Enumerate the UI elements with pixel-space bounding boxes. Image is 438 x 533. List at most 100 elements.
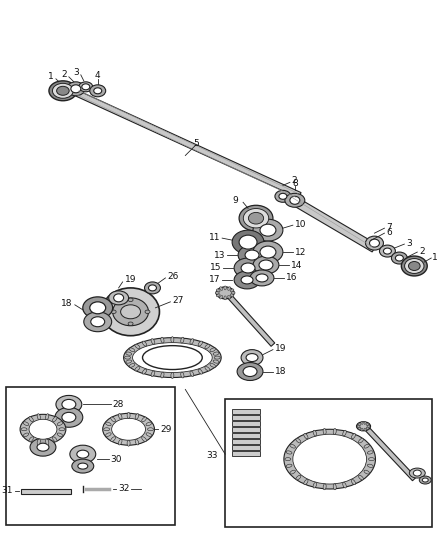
Ellipse shape <box>379 245 396 257</box>
Ellipse shape <box>53 83 73 98</box>
Ellipse shape <box>23 422 29 425</box>
Ellipse shape <box>151 371 155 376</box>
Ellipse shape <box>142 437 146 441</box>
Ellipse shape <box>383 248 392 254</box>
Ellipse shape <box>333 429 336 434</box>
Ellipse shape <box>243 367 257 376</box>
Ellipse shape <box>29 417 33 422</box>
Ellipse shape <box>323 484 326 490</box>
Text: 19: 19 <box>275 344 286 353</box>
Ellipse shape <box>29 437 33 442</box>
Ellipse shape <box>106 422 111 426</box>
Ellipse shape <box>109 291 129 305</box>
Text: 11: 11 <box>208 232 220 241</box>
Text: 19: 19 <box>124 276 136 285</box>
Ellipse shape <box>304 433 308 439</box>
Ellipse shape <box>358 423 361 425</box>
Ellipse shape <box>84 312 112 332</box>
Text: 8: 8 <box>292 179 298 188</box>
Ellipse shape <box>286 451 292 454</box>
Ellipse shape <box>364 470 369 474</box>
Bar <box>232 445 260 450</box>
Ellipse shape <box>94 88 102 94</box>
Ellipse shape <box>409 262 420 270</box>
Ellipse shape <box>142 341 147 346</box>
Ellipse shape <box>111 310 116 313</box>
Ellipse shape <box>253 219 283 241</box>
Ellipse shape <box>230 289 234 292</box>
Bar <box>232 451 260 456</box>
Ellipse shape <box>244 208 268 228</box>
Ellipse shape <box>29 419 57 439</box>
Polygon shape <box>226 293 275 346</box>
Ellipse shape <box>146 433 152 437</box>
Ellipse shape <box>290 196 300 204</box>
Ellipse shape <box>71 85 81 93</box>
Ellipse shape <box>366 423 369 425</box>
Ellipse shape <box>171 337 174 343</box>
Text: 15: 15 <box>210 263 221 272</box>
Ellipse shape <box>77 450 89 458</box>
Ellipse shape <box>351 433 356 439</box>
Ellipse shape <box>239 235 257 249</box>
Ellipse shape <box>220 287 223 290</box>
Bar <box>232 439 260 444</box>
Bar <box>6 387 175 525</box>
Ellipse shape <box>323 429 326 434</box>
Ellipse shape <box>91 317 105 327</box>
Ellipse shape <box>359 438 364 443</box>
Text: 12: 12 <box>295 247 306 256</box>
Ellipse shape <box>82 84 90 90</box>
Ellipse shape <box>59 428 65 431</box>
Ellipse shape <box>260 224 276 236</box>
Ellipse shape <box>359 475 364 480</box>
Text: 3: 3 <box>406 239 412 248</box>
Ellipse shape <box>145 282 160 294</box>
Polygon shape <box>288 195 377 252</box>
Text: 18: 18 <box>275 367 286 376</box>
Ellipse shape <box>37 439 40 445</box>
Ellipse shape <box>133 343 212 373</box>
Ellipse shape <box>205 344 210 349</box>
Ellipse shape <box>361 428 363 431</box>
Text: 28: 28 <box>113 400 124 409</box>
Ellipse shape <box>367 451 373 454</box>
Ellipse shape <box>90 85 106 97</box>
Ellipse shape <box>364 428 366 431</box>
Ellipse shape <box>112 418 145 440</box>
Ellipse shape <box>237 362 263 381</box>
Ellipse shape <box>234 271 260 289</box>
Ellipse shape <box>285 193 305 207</box>
Ellipse shape <box>357 425 360 427</box>
Ellipse shape <box>210 364 215 367</box>
Ellipse shape <box>129 364 135 367</box>
Ellipse shape <box>113 294 124 302</box>
Ellipse shape <box>30 438 56 456</box>
Ellipse shape <box>20 414 66 444</box>
Ellipse shape <box>124 356 131 359</box>
Ellipse shape <box>106 433 111 437</box>
Ellipse shape <box>213 360 219 363</box>
Ellipse shape <box>396 255 403 261</box>
Text: 2: 2 <box>61 70 67 79</box>
Ellipse shape <box>234 258 262 278</box>
Text: 3: 3 <box>73 68 79 77</box>
Text: 2: 2 <box>419 247 425 255</box>
Ellipse shape <box>57 422 63 425</box>
Ellipse shape <box>304 480 308 484</box>
Ellipse shape <box>216 287 234 299</box>
Ellipse shape <box>56 395 82 413</box>
Ellipse shape <box>135 439 139 445</box>
Ellipse shape <box>259 260 273 270</box>
Ellipse shape <box>151 338 155 344</box>
Ellipse shape <box>79 82 93 92</box>
Ellipse shape <box>128 322 133 326</box>
Bar <box>232 409 260 414</box>
Ellipse shape <box>118 414 122 419</box>
Text: 32: 32 <box>119 484 130 494</box>
Ellipse shape <box>214 356 220 359</box>
Ellipse shape <box>296 475 301 480</box>
Ellipse shape <box>23 433 29 437</box>
Ellipse shape <box>181 372 184 378</box>
Text: 4: 4 <box>95 71 101 80</box>
